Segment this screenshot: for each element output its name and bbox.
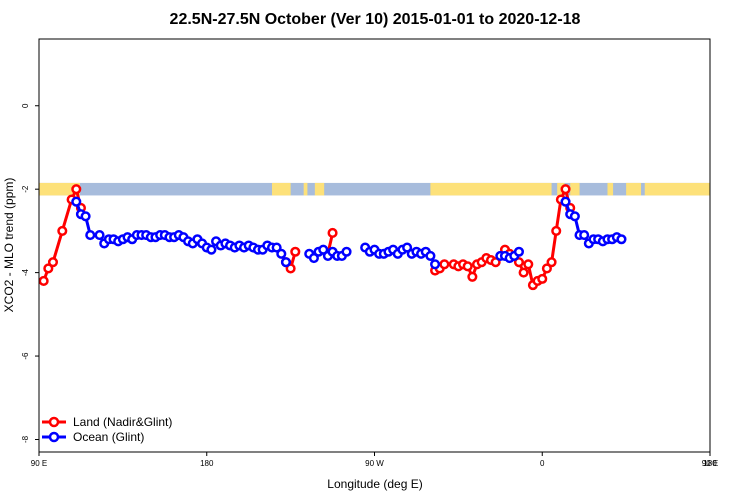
data-point — [57, 225, 68, 236]
data-point — [38, 275, 49, 287]
data-point — [513, 257, 525, 268]
data-point — [541, 263, 552, 274]
data-point — [518, 267, 529, 278]
legend-ocean-marker — [48, 431, 60, 443]
data-point — [285, 263, 296, 274]
legend-ocean-label: Ocean (Glint) — [73, 430, 144, 444]
y-tick-label: 0 — [21, 103, 30, 108]
y-axis-label: XCO2 - MLO trend (ppm) — [2, 178, 16, 313]
legend-land-marker — [48, 416, 60, 428]
data-point — [579, 230, 590, 241]
data-point — [462, 261, 473, 272]
data-point — [402, 242, 413, 253]
x-tick-label: 90 E — [702, 459, 718, 468]
land-band-segment — [271, 182, 291, 196]
data-point — [551, 225, 562, 236]
legend-land-label: Land (Nadir&Glint) — [73, 415, 172, 429]
land-ocean-band — [39, 182, 710, 196]
data-point — [467, 271, 478, 282]
data-point — [71, 196, 82, 207]
legend: Land (Nadir&Glint) Ocean (Glint) — [42, 415, 172, 444]
data-point — [85, 230, 96, 241]
series-layer — [38, 184, 627, 291]
y-tick-label: -4 — [21, 269, 30, 277]
y-tick-label: -8 — [21, 435, 30, 443]
data-point — [341, 246, 352, 257]
data-point — [616, 234, 627, 245]
chart-title: 22.5N-27.5N October (Ver 10) 2015-01-01 … — [170, 11, 581, 28]
data-point — [308, 252, 319, 264]
data-point — [430, 259, 441, 270]
data-point — [43, 263, 54, 274]
land-band-segment — [430, 182, 552, 196]
x-tick-label: 90 W — [365, 459, 384, 468]
data-point — [280, 257, 292, 268]
y-tick-label: -2 — [21, 185, 30, 193]
data-point — [569, 211, 580, 222]
data-point — [71, 184, 82, 195]
data-point — [439, 259, 450, 270]
land-band-segment — [39, 182, 81, 196]
data-point — [80, 211, 91, 222]
land-band-segment — [607, 182, 614, 196]
data-point — [560, 196, 571, 207]
data-point — [318, 244, 329, 255]
x-tick-label: 0 — [540, 459, 545, 468]
data-point — [327, 227, 338, 239]
data-point — [537, 273, 548, 284]
land-band-segment — [570, 182, 580, 196]
data-point — [271, 242, 282, 253]
data-point — [47, 257, 59, 268]
land-band-segment — [644, 182, 710, 196]
series-ocean — [71, 196, 627, 270]
data-point — [546, 257, 557, 268]
land-band-segment — [303, 182, 308, 196]
x-tick-label: 90 E — [31, 459, 47, 468]
x-tick-label-end: 180 — [703, 459, 717, 468]
data-point — [206, 244, 217, 255]
data-point — [523, 259, 534, 270]
land-band-segment — [314, 182, 325, 196]
data-point — [290, 246, 301, 257]
x-tick-label: 180 — [200, 459, 214, 468]
data-point — [425, 250, 436, 261]
data-point — [94, 230, 105, 241]
x-axis-label: Longitude (deg E) — [327, 477, 422, 491]
y-tick-label: -6 — [21, 352, 30, 360]
data-point — [560, 184, 571, 195]
land-band-segment — [626, 182, 642, 196]
data-point — [276, 248, 287, 259]
data-point — [490, 257, 501, 268]
data-point — [513, 246, 525, 257]
